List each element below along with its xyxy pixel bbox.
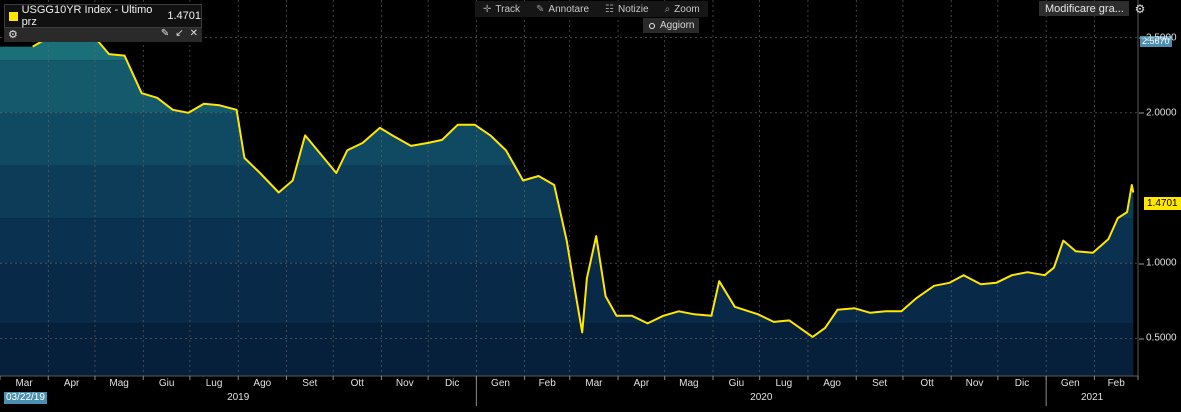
settings-gear-icon[interactable]: ⚙ (1134, 1, 1146, 16)
month-label: Mag (679, 378, 699, 389)
month-label: Mar (585, 378, 603, 389)
news-label: Notizie (617, 3, 649, 15)
area-fill-bands (0, 28, 1134, 376)
month-label: Dic (1014, 378, 1030, 389)
high-value-label: 2.5670 (1140, 36, 1172, 47)
zoom-label: Zoom (674, 3, 700, 15)
start-date-label: 03/22/19 (4, 392, 47, 404)
month-label: Feb (1107, 378, 1125, 389)
area-band-1 (0, 60, 1134, 113)
pin-icon[interactable]: ✎ (160, 28, 170, 39)
month-label: Set (302, 378, 318, 389)
legend-last-value: 1.4701 (167, 10, 201, 22)
crosshair-icon: ✛ (483, 3, 492, 15)
month-label: Lug (775, 378, 793, 389)
month-label: Dic (444, 378, 460, 389)
modify-chart-button[interactable]: Modificare gra... (1039, 1, 1129, 16)
month-label: Ago (823, 378, 841, 389)
area-band-2 (0, 112, 1134, 166)
y-tick-label: 1.0000 (1139, 257, 1177, 269)
chart-toolbar: ✛ Track ✎ Annotare ☷ Notizie ⌕ Zoom (475, 1, 708, 17)
area-band-5 (0, 263, 1134, 324)
month-label: Ago (253, 378, 272, 389)
y-tick-label: 2.0000 (1139, 107, 1177, 119)
zoom-icon: ⌕ (664, 3, 671, 15)
legend-gear-icon[interactable]: ⚙ (8, 29, 18, 41)
year-label: 2020 (750, 392, 773, 403)
collapse-icon[interactable]: ↙ (175, 28, 184, 39)
y-tick-label: 0.5000 (1139, 332, 1177, 344)
month-label: Apr (633, 378, 650, 389)
refresh-label: Aggiorn (660, 20, 695, 31)
close-icon[interactable]: ✕ (189, 28, 198, 39)
year-label: 2019 (227, 392, 250, 403)
last-value-tag: 1.4701 (1144, 197, 1181, 210)
month-label: Apr (63, 378, 80, 389)
area-band-6 (0, 323, 1134, 376)
month-label: Ott (920, 378, 934, 389)
y-tick-label: 2.5000 (1139, 32, 1177, 44)
month-label: Nov (395, 378, 414, 389)
zoom-button[interactable]: ⌕ Zoom (657, 1, 708, 17)
month-label: Giu (158, 378, 175, 389)
month-label: Ott (350, 378, 364, 389)
annotate-button[interactable]: ✎ Annotare (528, 1, 597, 17)
annotate-label: Annotare (548, 3, 590, 15)
year-label: 2021 (1080, 392, 1104, 403)
area-band-3 (0, 165, 1134, 219)
month-label: Lug (205, 378, 223, 389)
legend-controls: ⚙ ✎ ↙ ✕ (4, 28, 202, 42)
series-legend[interactable]: USGG10YR Index - Ultimo prz 1.4701 (4, 4, 202, 28)
track-button[interactable]: ✛ Track (475, 1, 528, 17)
legend-swatch (9, 11, 18, 21)
news-button[interactable]: ☷ Notizie (597, 1, 657, 17)
news-icon: ☷ (605, 3, 614, 15)
month-label: Gen (1060, 378, 1080, 389)
x-axis-ticks (0, 376, 1139, 406)
refresh-icon (649, 22, 655, 29)
month-label: Feb (538, 378, 556, 389)
month-label: Giu (728, 378, 745, 389)
modify-chart-label: Modificare gra... (1045, 2, 1124, 15)
series-line-usgg10yr (32, 27, 1135, 338)
month-label: Set (872, 378, 888, 389)
legend-title: USGG10YR Index - Ultimo prz (21, 4, 153, 28)
track-label: Track (495, 3, 521, 15)
month-label: Gen (491, 378, 510, 389)
month-label: Nov (965, 378, 984, 389)
pencil-icon: ✎ (536, 3, 545, 15)
legend-icon-group: ✎ ↙ ✕ (161, 28, 198, 39)
month-label: Mar (15, 378, 33, 389)
refresh-button[interactable]: Aggiorn (643, 18, 699, 33)
month-label: Mag (109, 378, 129, 389)
